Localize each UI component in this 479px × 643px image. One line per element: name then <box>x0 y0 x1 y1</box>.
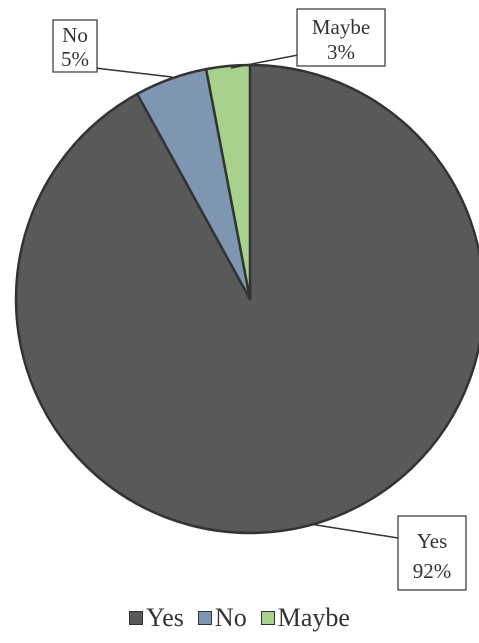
data-label-maybe: Maybe 3% <box>296 8 386 67</box>
legend-item-no: No <box>197 603 247 633</box>
data-label-maybe-name: Maybe <box>312 15 370 39</box>
data-label-maybe-percent: 3% <box>327 40 355 64</box>
legend: Yes No Maybe <box>0 600 479 636</box>
legend-label-yes: Yes <box>146 603 184 632</box>
data-label-no-percent: 5% <box>61 47 89 71</box>
leader-line-yes <box>309 523 399 539</box>
pie-slice-yes <box>14 63 479 535</box>
data-label-no-name: No <box>62 23 88 47</box>
legend-item-maybe: Maybe <box>260 603 350 633</box>
leader-line-no <box>94 67 173 78</box>
data-label-yes-name: Yes <box>417 529 448 553</box>
legend-item-yes: Yes <box>129 603 184 633</box>
pie-slices <box>14 63 479 535</box>
leader-line-maybe <box>230 54 299 69</box>
data-label-yes-percent: 92% <box>413 559 452 583</box>
legend-swatch-no <box>197 611 212 625</box>
data-label-no: No 5% <box>52 19 98 73</box>
data-label-yes: Yes 92% <box>397 515 467 591</box>
leader-lines <box>94 54 399 539</box>
legend-label-no: No <box>214 603 247 632</box>
legend-swatch-maybe <box>260 611 275 625</box>
legend-label-maybe: Maybe <box>277 603 350 632</box>
legend-swatch-yes <box>129 611 144 625</box>
